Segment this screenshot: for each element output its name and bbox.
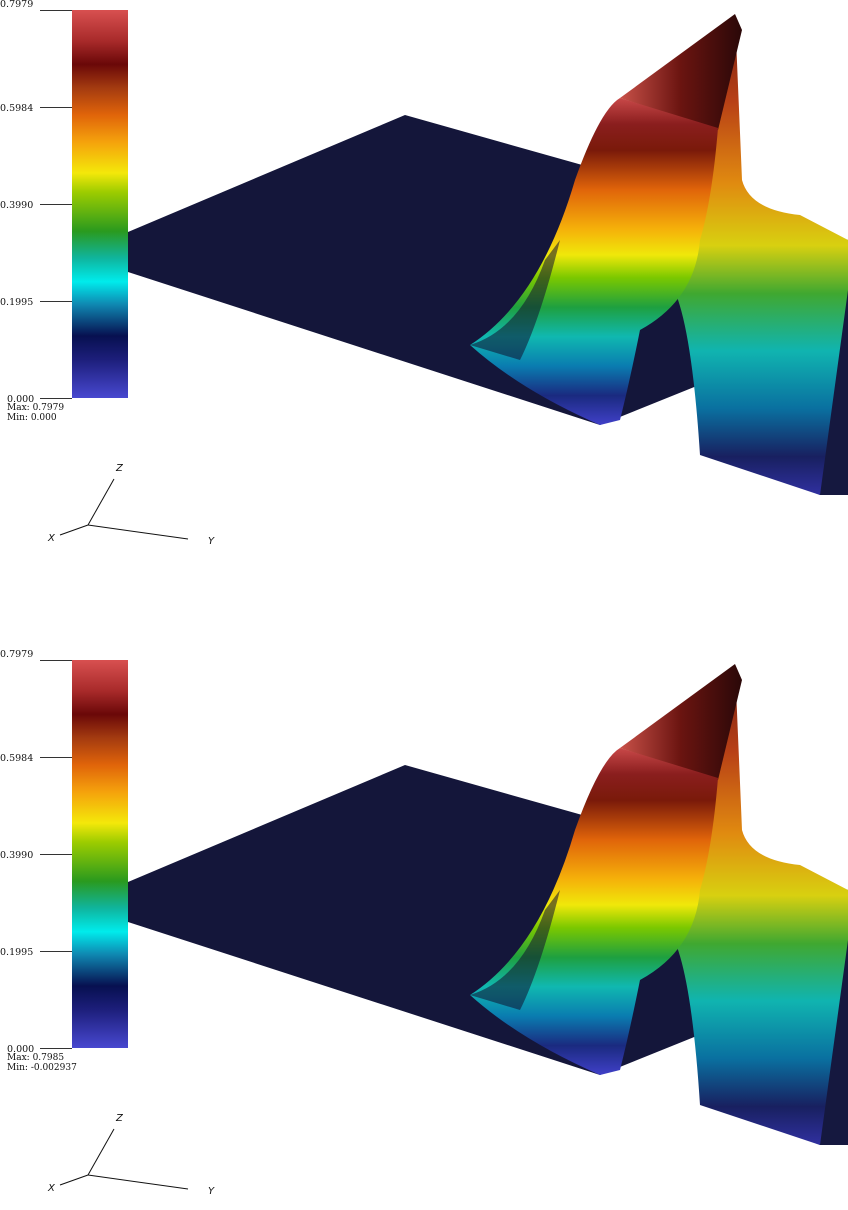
colorbar-tick [40,398,72,399]
colorbar-tick [40,107,72,108]
colorbar-tick [40,10,72,11]
x-axis-label: X [47,533,56,544]
max-value: 0.7979 [32,403,65,413]
colorbar-tick-label: 0.5984 [0,103,34,114]
orientation-axes: Z Y X [47,463,215,547]
colorbar-tick-label: 0.7979 [0,0,34,10]
ridge-front-shadow [470,890,560,1010]
surface-scene [128,14,848,495]
colorbar-tick [40,660,72,661]
colorbar-tick-label: 0.1995 [0,947,34,958]
ridge-front-shadow [470,240,560,360]
surface-plot-panel-top: 0.7979 0.5984 0.3990 0.1995 0.000 Max: 0… [0,0,848,560]
y-axis-label: Y [208,536,215,547]
y-axis-label: Y [208,1186,215,1197]
min-readout: Min: -0.002937 [7,1063,77,1073]
z-axis-line [87,1128,115,1176]
colorbar-tick [40,1048,72,1049]
colorbar-tick-label: 0.000 [7,1044,35,1055]
colorbar-tick [40,757,72,758]
colorbar [72,660,128,1048]
ridge-front-face [470,748,718,1075]
ridge-top-face [620,14,742,130]
min-label: Min: [7,1063,28,1073]
colorbar-tick-label: 0.1995 [0,297,34,308]
x-axis-line [59,524,89,536]
colorbar-tick [40,854,72,855]
max-value: 0.7985 [32,1053,65,1063]
max-label: Max: [7,403,30,413]
z-axis-label: Z [115,1113,124,1124]
z-axis-line [87,478,115,526]
colorbar-tick-label: 0.000 [7,394,35,405]
colorbar-tick [40,951,72,952]
colorbar-tick-label: 0.5984 [0,753,34,764]
x-axis-label: X [47,1183,56,1194]
max-label: Max: [7,1053,30,1063]
ridge-top-face [620,664,742,780]
colorbar-tick [40,301,72,302]
min-readout: Min: 0.000 [7,413,57,423]
z-axis-label: Z [115,463,124,474]
colorbar-tick-label: 0.3990 [0,200,34,211]
x-axis-line [59,1174,89,1186]
min-label: Min: [7,413,28,423]
ridge-front-face [470,98,718,425]
colorbar-tick-label: 0.3990 [0,850,34,861]
orientation-axes: Z Y X [47,1113,215,1197]
y-axis-line [87,1174,189,1190]
surface-plot-panel-bottom: 0.7979 0.5984 0.3990 0.1995 0.000 Max: 0… [0,650,848,1210]
max-readout: Max: 0.7979 [7,403,64,413]
colorbar-tick-label: 0.7979 [0,649,34,660]
colorbar-tick [40,204,72,205]
min-value: -0.002937 [30,1063,77,1073]
y-axis-line [87,524,189,540]
surface-scene [128,664,848,1145]
max-readout: Max: 0.7985 [7,1053,64,1063]
min-value: 0.000 [30,413,57,423]
colorbar [72,10,128,398]
